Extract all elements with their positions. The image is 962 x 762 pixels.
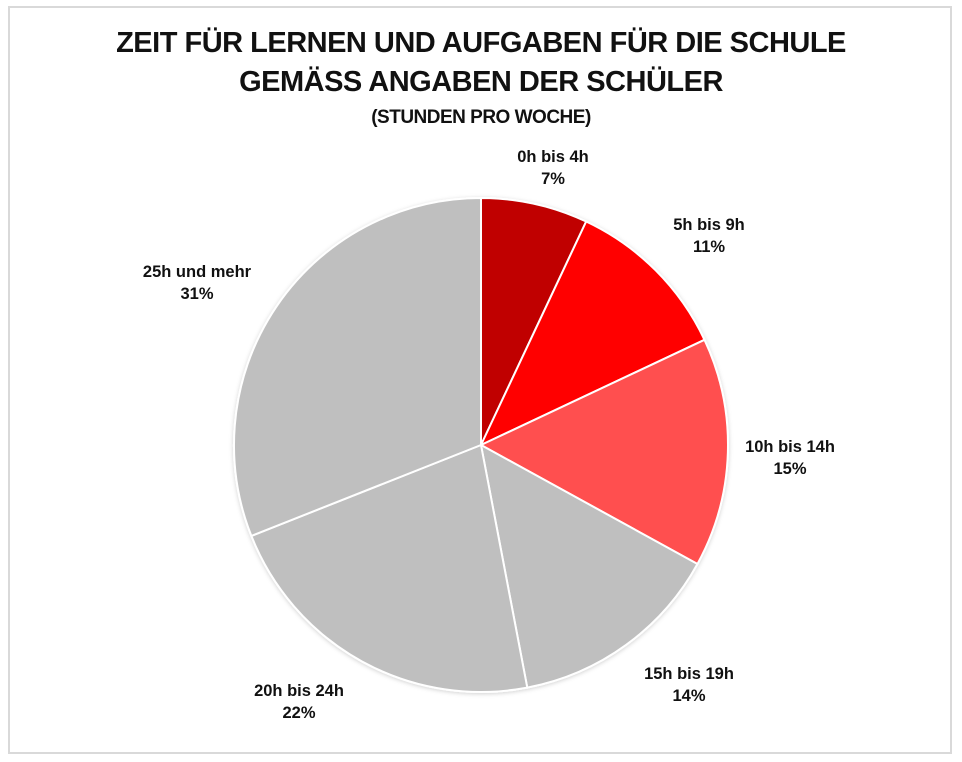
label-category: 20h bis 24h <box>254 682 344 700</box>
pie-slice-0 <box>480 197 588 446</box>
pie-slice-4 <box>250 444 529 693</box>
label-category: 15h bis 19h <box>644 665 734 683</box>
chart-subtitle: (STUNDEN PRO WOCHE) <box>371 107 591 128</box>
data-label-25h-mehr: 25h und mehr 31% <box>143 261 251 305</box>
chart-title-line1: ZEIT FÜR LERNEN UND AUFGABEN FÜR DIE SCH… <box>116 27 846 59</box>
label-percent: 14% <box>672 687 706 705</box>
label-category: 10h bis 14h <box>745 438 835 456</box>
pie-slice-5 <box>233 197 482 537</box>
label-category: 5h bis 9h <box>673 216 745 234</box>
data-label-0h-4h: 0h bis 4h 7% <box>517 146 589 190</box>
pie-slice-2 <box>480 338 729 565</box>
label-percent: 11% <box>692 238 726 256</box>
data-label-10h-14h: 10h bis 14h 15% <box>745 436 835 480</box>
label-category: 25h und mehr <box>142 263 252 281</box>
data-label-15h-19h: 15h bis 19h 14% <box>644 663 734 707</box>
data-label-5h-9h: 5h bis 9h 11% <box>673 214 745 258</box>
label-percent: 7% <box>541 170 565 188</box>
label-percent: 22% <box>282 704 316 722</box>
label-category: 0h bis 4h <box>517 148 589 166</box>
label-percent: 15% <box>773 460 807 478</box>
label-percent: 31% <box>180 285 214 303</box>
pie-slice-3 <box>480 444 699 689</box>
pie-slice-1 <box>480 220 706 446</box>
chart-title-line2: GEMÄSS ANGABEN DER SCHÜLER <box>239 66 723 98</box>
data-label-20h-24h: 20h bis 24h 22% <box>254 680 344 724</box>
